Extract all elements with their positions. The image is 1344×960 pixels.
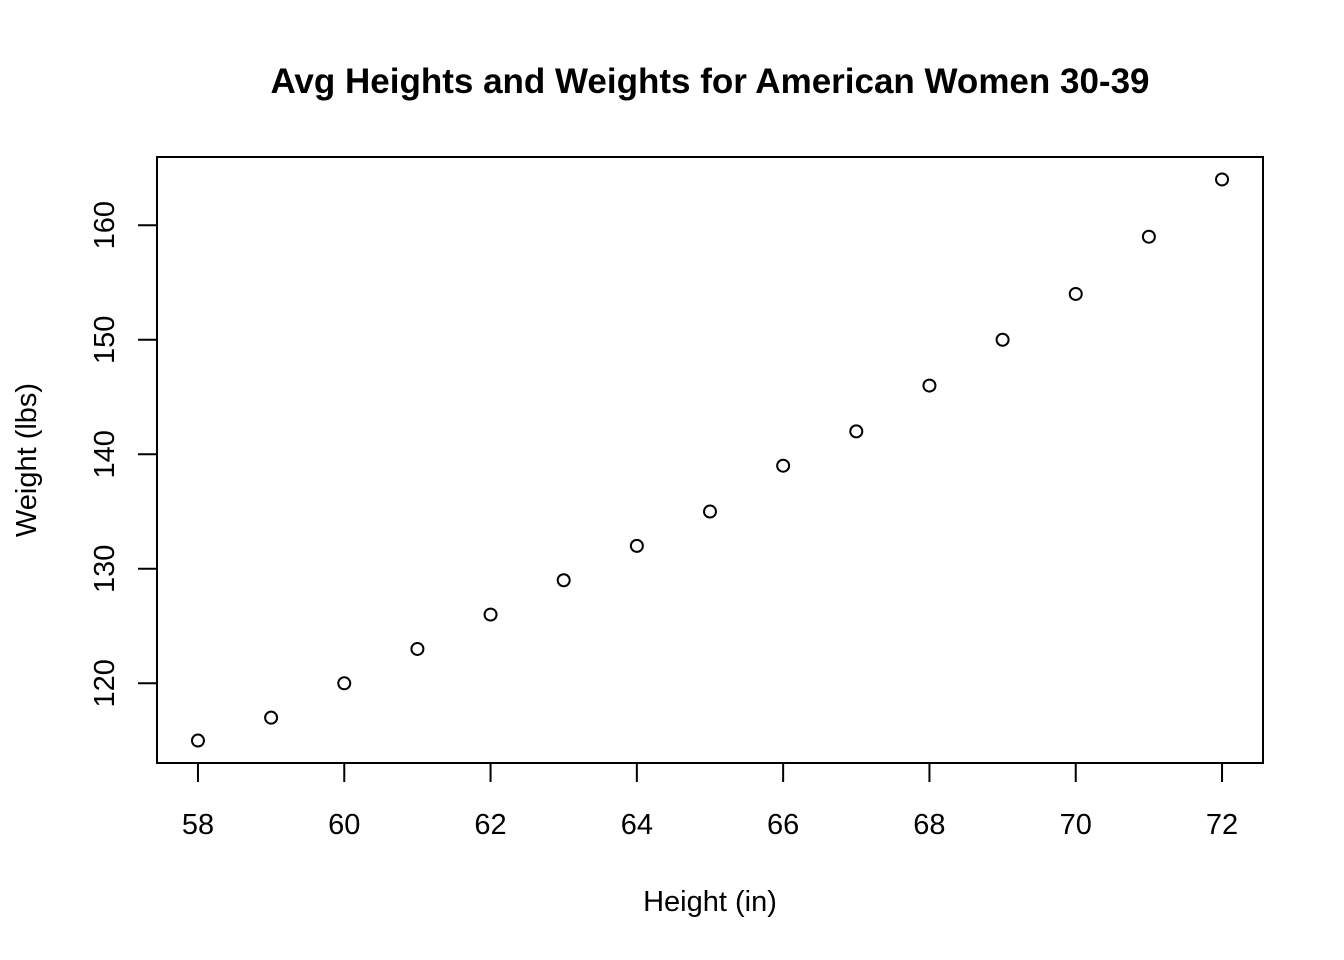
data-points <box>190 172 1230 748</box>
chart-title: Avg Heights and Weights for American Wom… <box>270 62 1149 101</box>
data-point <box>556 573 571 588</box>
x-tick-label: 66 <box>767 809 799 841</box>
data-point <box>776 458 791 473</box>
x-tick-label: 58 <box>182 809 214 841</box>
data-point <box>190 733 205 748</box>
data-point <box>264 710 279 725</box>
x-tick-label: 72 <box>1206 809 1238 841</box>
data-point <box>703 504 717 519</box>
data-point <box>1141 229 1156 244</box>
data-point <box>922 378 937 393</box>
data-point <box>483 607 498 622</box>
x-tick-label: 64 <box>621 809 653 841</box>
x-axis-label: Height (in) <box>643 886 777 918</box>
data-point <box>410 641 425 656</box>
data-point <box>849 424 864 439</box>
data-point <box>1068 286 1083 301</box>
x-tick-label: 60 <box>328 809 360 841</box>
data-point <box>337 676 352 691</box>
x-tick-label: 62 <box>474 809 506 841</box>
y-tick-label: 120 <box>89 659 121 707</box>
y-axis: 120 130 140 150 160 <box>89 201 158 707</box>
data-point <box>995 332 1010 347</box>
data-point <box>629 538 644 553</box>
data-point <box>1215 172 1230 187</box>
y-axis-label: Weight (lbs) <box>11 383 43 537</box>
x-tick-label: 68 <box>913 809 945 841</box>
y-tick-label: 140 <box>89 430 121 478</box>
x-axis: 58 60 62 64 66 68 70 72 <box>182 762 1238 841</box>
y-tick-label: 150 <box>89 316 121 364</box>
y-tick-label: 130 <box>89 545 121 593</box>
y-tick-label: 160 <box>89 201 121 249</box>
x-tick-label: 70 <box>1060 809 1092 841</box>
plot-frame <box>156 156 1264 764</box>
